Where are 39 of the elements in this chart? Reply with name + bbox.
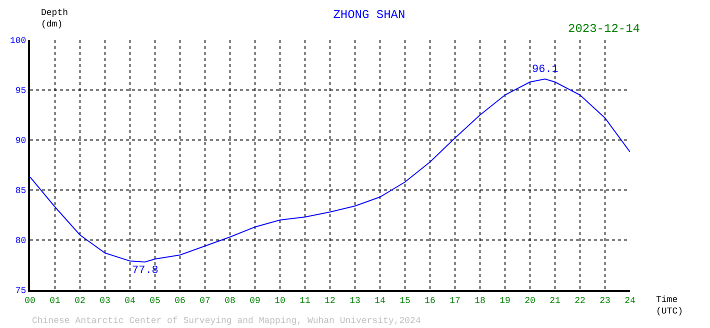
x-tick-label: 01: [50, 296, 60, 306]
annotation: 77.8: [132, 265, 158, 277]
x-tick-label: 23: [600, 296, 610, 306]
y-tick-label: 100: [10, 36, 26, 46]
line-series: [30, 78, 630, 262]
x-tick-label: 12: [324, 296, 336, 306]
y-tick-label: 80: [15, 236, 26, 246]
x-tick-label: 16: [424, 296, 436, 306]
y-tick-label: 85: [15, 186, 26, 196]
x-tick-label: 19: [500, 296, 510, 306]
text: Chinese Antarctic Center of Surveying and Mapping, Wuhan University,2024: [32, 316, 421, 326]
x-tick-label: 17: [450, 296, 460, 306]
x-tick-label: 07: [200, 296, 210, 306]
x-tick-label: 03: [100, 296, 110, 306]
x-tick-label: 10: [274, 296, 286, 306]
x-tick-label: 05: [150, 296, 160, 306]
x-tick-label: 06: [174, 296, 186, 306]
x-tick-label: 09: [250, 296, 260, 306]
x-tick-label: 15: [400, 296, 410, 306]
y-axis-title: Depth (dm): [41, 8, 68, 30]
annotation: 96.1: [532, 64, 559, 76]
x-tick-label: 24: [624, 296, 636, 306]
x-tick-label: 04: [124, 296, 136, 306]
text: 2023-12-14: [568, 22, 640, 36]
x-tick-label: 18: [474, 296, 486, 306]
y-tick-label: 90: [15, 136, 26, 146]
x-tick-label: 22: [574, 296, 586, 306]
chart-title: ZHONG SHAN: [333, 8, 406, 22]
x-tick-label: 11: [300, 296, 310, 306]
y-tick-label: 95: [15, 86, 26, 96]
x-tick-label: 13: [350, 296, 360, 306]
x-tick-label: 20: [524, 296, 536, 306]
y-tick-label: 75: [15, 286, 26, 296]
x-tick-label: 02: [74, 296, 86, 306]
x-tick-label: 08: [224, 296, 236, 306]
x-tick-label: 00: [24, 296, 36, 306]
x-tick-label: 21: [550, 296, 560, 306]
x-tick-label: 14: [374, 296, 386, 306]
x-axis-title: Time (UTC): [656, 295, 684, 317]
